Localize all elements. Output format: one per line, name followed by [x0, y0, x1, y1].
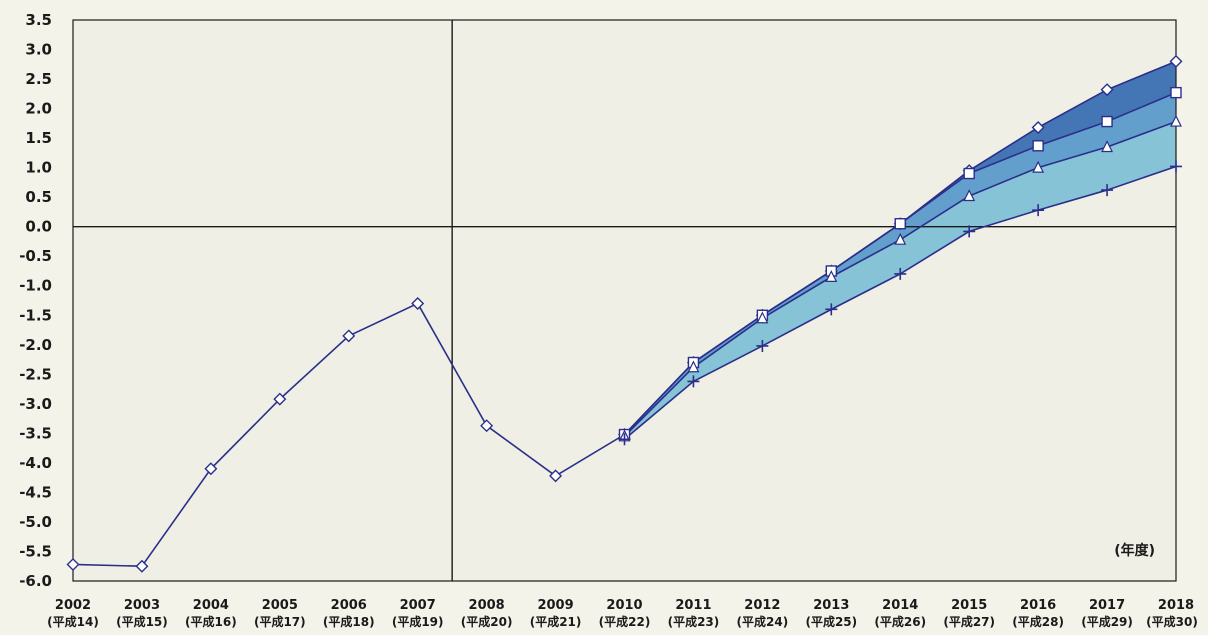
y-tick-label: -4.5 [19, 483, 52, 501]
x-tick-label: 2008 [469, 598, 505, 613]
x-tick-label: 2004 [193, 598, 229, 613]
data-point-diamond-2017 [1100, 83, 1114, 97]
y-tick-label: 1.0 [25, 159, 52, 177]
x-tick-label: 2009 [537, 598, 573, 613]
x-tick-sublabel: (平成23) [668, 614, 720, 629]
data-point-triangle-2016 [1032, 160, 1045, 173]
x-tick-label: 2014 [882, 598, 918, 613]
y-tick-label: -3.0 [19, 395, 52, 413]
data-point-triangle-2012 [756, 311, 769, 324]
x-tick-sublabel: (平成16) [185, 614, 237, 629]
y-tick-label: -1.0 [19, 277, 52, 295]
data-point-plus-2017 [1101, 184, 1114, 197]
y-tick-label: -2.5 [19, 365, 52, 383]
data-point-triangle-2017 [1101, 140, 1114, 153]
x-tick-sublabel: (平成22) [599, 614, 651, 629]
data-point-diamond-2003 [135, 559, 149, 573]
data-point-plus-2018 [1170, 160, 1182, 173]
data-point-diamond-2008 [480, 419, 494, 433]
data-point-square-2017 [1101, 115, 1113, 128]
x-tick-sublabel: (平成25) [805, 614, 857, 629]
x-tick-label: 2017 [1089, 598, 1125, 613]
x-tick-sublabel: (平成24) [737, 614, 789, 629]
data-point-plus-2016 [1032, 204, 1045, 217]
data-point-diamond-2002 [66, 557, 80, 571]
y-tick-label: -4.0 [19, 454, 52, 472]
data-point-diamond-2007 [411, 296, 425, 310]
plot-area [73, 20, 1176, 581]
data-point-triangle-2011 [687, 360, 700, 373]
x-tick-sublabel: (平成21) [530, 614, 582, 629]
x-tick-label: 2002 [55, 598, 91, 613]
x-tick-sublabel: (平成30) [1146, 614, 1198, 629]
y-tick-label: -6.0 [19, 572, 52, 590]
y-tick-label: -5.0 [19, 513, 52, 531]
plot-frame [72, 19, 1177, 582]
y-tick-label: 1.5 [25, 129, 52, 147]
x-tick-label: 2007 [400, 598, 436, 613]
x-tick-label: 2015 [951, 598, 987, 613]
forecast-band-2 [624, 92, 1176, 437]
x-tick-sublabel: (平成15) [116, 614, 168, 629]
x-tick-label: 2012 [744, 598, 780, 613]
x-tick-sublabel: (平成26) [874, 614, 926, 629]
x-tick-label: 2011 [675, 598, 711, 613]
x-tick-sublabel: (平成27) [943, 614, 995, 629]
data-point-diamond-2005 [273, 392, 287, 406]
data-point-diamond-2018 [1169, 54, 1183, 68]
data-point-diamond-2016 [1031, 120, 1045, 134]
data-point-square-2016 [1032, 140, 1044, 152]
x-tick-label: 2018 [1158, 598, 1194, 613]
forecast-band-1 [624, 61, 1176, 435]
x-tick-sublabel: (平成17) [254, 614, 306, 629]
forecast-band-3 [624, 121, 1176, 440]
x-tick-sublabel: (平成19) [392, 614, 444, 629]
x-tick-sublabel: (平成20) [461, 614, 513, 629]
x-tick-label: 2003 [124, 598, 160, 613]
x-tick-label: 2016 [1020, 598, 1056, 613]
x-tick-sublabel: (平成18) [323, 614, 375, 629]
y-tick-label: -2.0 [19, 336, 52, 354]
data-point-square-2014 [894, 218, 906, 230]
x-tick-label: 2010 [606, 598, 642, 613]
data-point-square-2018 [1170, 86, 1182, 99]
data-point-diamond-2006 [342, 329, 356, 343]
y-tick-label: 3.5 [25, 11, 52, 29]
data-point-plus-2012 [756, 339, 769, 352]
x-tick-label: 2006 [331, 598, 367, 613]
y-tick-label: 2.5 [25, 70, 52, 88]
data-point-triangle-2015 [963, 189, 976, 202]
y-tick-label: -3.5 [19, 424, 52, 442]
y-tick-label: 3.0 [25, 41, 52, 59]
y-tick-label: 0.0 [25, 218, 52, 236]
x-tick-sublabel: (平成29) [1081, 614, 1133, 629]
y-tick-label: 2.0 [25, 100, 52, 118]
data-point-triangle-2013 [825, 270, 838, 282]
y-tick-label: -5.5 [19, 542, 52, 560]
data-point-triangle-2018 [1170, 114, 1182, 127]
data-point-plus-2014 [894, 267, 907, 280]
x-tick-sublabel: (平成14) [47, 614, 99, 629]
x-tick-label: 2013 [813, 598, 849, 613]
x-tick-label: 2005 [262, 598, 298, 613]
x-tick-sublabel: (平成28) [1012, 614, 1064, 629]
data-point-plus-2011 [687, 375, 700, 388]
data-point-diamond-2009 [549, 469, 563, 483]
y-tick-label: -0.5 [19, 247, 52, 265]
x-unit-label: (年度) [1114, 542, 1155, 559]
data-point-triangle-2014 [894, 232, 907, 245]
data-point-diamond-2004 [204, 462, 218, 476]
data-point-plus-2015 [963, 225, 976, 238]
y-tick-label: -1.5 [19, 306, 52, 324]
data-point-plus-2013 [825, 303, 838, 316]
data-point-square-2015 [963, 167, 975, 180]
data-point-plus-2010 [618, 433, 631, 446]
y-tick-label: 0.5 [25, 188, 52, 206]
